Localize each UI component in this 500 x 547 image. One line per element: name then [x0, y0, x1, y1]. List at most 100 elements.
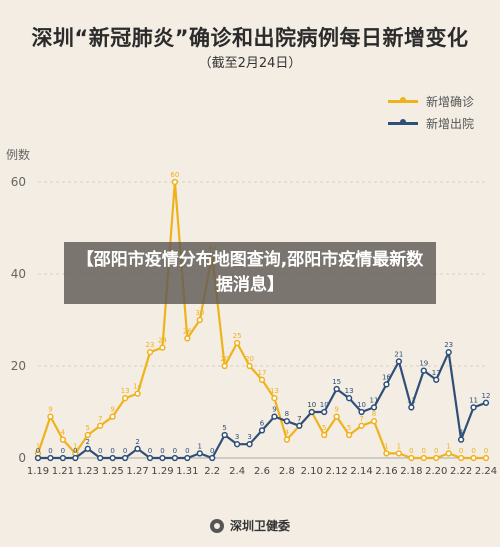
data-label: 19	[419, 360, 428, 368]
overlay-banner[interactable]: 【邵阳市疫情分布地图查询,邵阳市疫情最新数据消息】	[64, 242, 436, 304]
data-point	[159, 454, 166, 462]
footer-source: 深圳卫健委	[0, 517, 500, 534]
x-tick-label: 1.21	[52, 466, 74, 477]
x-tick-label: 2.14	[350, 466, 372, 477]
data-label: 4	[459, 429, 464, 437]
data-point	[233, 441, 241, 448]
data-label: 23	[146, 341, 155, 349]
x-tick-label: 2.20	[425, 466, 447, 477]
series-line-0	[36, 180, 486, 460]
data-label: 13	[345, 387, 354, 395]
data-label: 3	[247, 433, 251, 441]
data-label: 12	[482, 392, 491, 400]
data-label: 11	[469, 396, 478, 404]
y-tick-label: 40	[11, 267, 26, 281]
data-point	[470, 404, 477, 411]
data-point	[408, 404, 415, 411]
data-label: 9	[110, 406, 114, 414]
data-point	[146, 454, 154, 462]
data-label: 0	[210, 447, 214, 455]
banner-text: 【邵阳市疫情分布地图查询,邵阳市疫情最新数据消息】	[76, 250, 424, 295]
chart-subtitle: （截至2月24日）	[198, 56, 302, 71]
x-tick-label: 2.6	[254, 466, 270, 477]
data-point	[271, 395, 278, 402]
data-point	[59, 454, 67, 462]
data-point	[433, 454, 440, 462]
data-point	[383, 381, 390, 388]
data-point	[370, 404, 378, 411]
x-tick-label: 2.18	[400, 466, 422, 477]
data-point	[345, 431, 353, 439]
legend-swatch-discharged	[388, 118, 418, 125]
data-label: 7	[98, 415, 102, 423]
data-label: 10	[320, 401, 329, 409]
data-label: 10	[357, 401, 366, 409]
data-label: 7	[359, 415, 363, 423]
x-tick-label: 1.31	[176, 466, 198, 477]
data-point	[321, 408, 328, 416]
data-point	[482, 399, 490, 406]
data-point	[121, 395, 129, 402]
data-point	[109, 454, 116, 462]
data-point	[209, 454, 216, 462]
data-point	[296, 422, 303, 429]
data-label: 1	[73, 442, 77, 450]
y-axis-label: 例数	[6, 148, 31, 162]
data-label: 5	[322, 424, 326, 432]
data-point	[159, 344, 166, 351]
data-label: 1	[397, 442, 401, 450]
data-label: 15	[332, 378, 341, 386]
data-label: 11	[407, 396, 416, 404]
data-point	[84, 431, 91, 439]
data-point	[457, 454, 465, 462]
legend-swatch-confirmed	[388, 96, 418, 103]
data-label: 1	[36, 442, 40, 450]
data-point	[233, 339, 241, 347]
data-point	[109, 413, 116, 420]
data-point	[196, 450, 203, 457]
data-point	[420, 367, 427, 374]
data-label: 8	[372, 410, 376, 418]
data-point	[196, 316, 203, 324]
data-label: 0	[98, 447, 102, 455]
data-point	[258, 427, 266, 434]
x-tick-label: 1.23	[77, 466, 99, 477]
data-label: 0	[173, 447, 177, 455]
legend-label-confirmed: 新增确诊	[426, 94, 475, 109]
data-point	[308, 408, 315, 416]
data-point	[358, 422, 365, 429]
x-tick-label: 2.4	[229, 466, 245, 477]
data-point	[246, 441, 253, 448]
data-label: 0	[148, 447, 152, 455]
data-point	[433, 376, 440, 383]
data-label: 7	[297, 415, 301, 423]
data-label: 0	[471, 447, 475, 455]
data-point	[221, 362, 228, 370]
data-label: 16	[382, 373, 391, 381]
legend-item-discharged: 新增出院	[388, 112, 474, 134]
data-point	[246, 362, 253, 370]
data-label: 1	[384, 442, 388, 450]
x-tick-label: 1.25	[102, 466, 124, 477]
data-label: 5	[222, 424, 226, 432]
data-label: 24	[158, 337, 167, 345]
data-point	[445, 450, 452, 457]
data-point	[408, 454, 415, 462]
data-point	[333, 385, 340, 393]
x-tick-label: 2.24	[475, 466, 497, 477]
data-label: 0	[484, 447, 488, 455]
data-label: 8	[285, 410, 289, 418]
x-tick-label: 2.8	[279, 466, 295, 477]
data-label: 17	[258, 369, 267, 377]
data-label: 23	[444, 341, 453, 349]
data-point	[84, 445, 91, 452]
data-point	[395, 450, 403, 457]
data-label: 60	[170, 171, 179, 179]
data-point	[383, 450, 390, 457]
data-label: 30	[195, 309, 204, 317]
data-label: 0	[110, 447, 114, 455]
footer-source-label: 深圳卫健委	[229, 519, 290, 533]
x-tick-label: 2.22	[450, 466, 472, 477]
data-point	[321, 431, 328, 439]
